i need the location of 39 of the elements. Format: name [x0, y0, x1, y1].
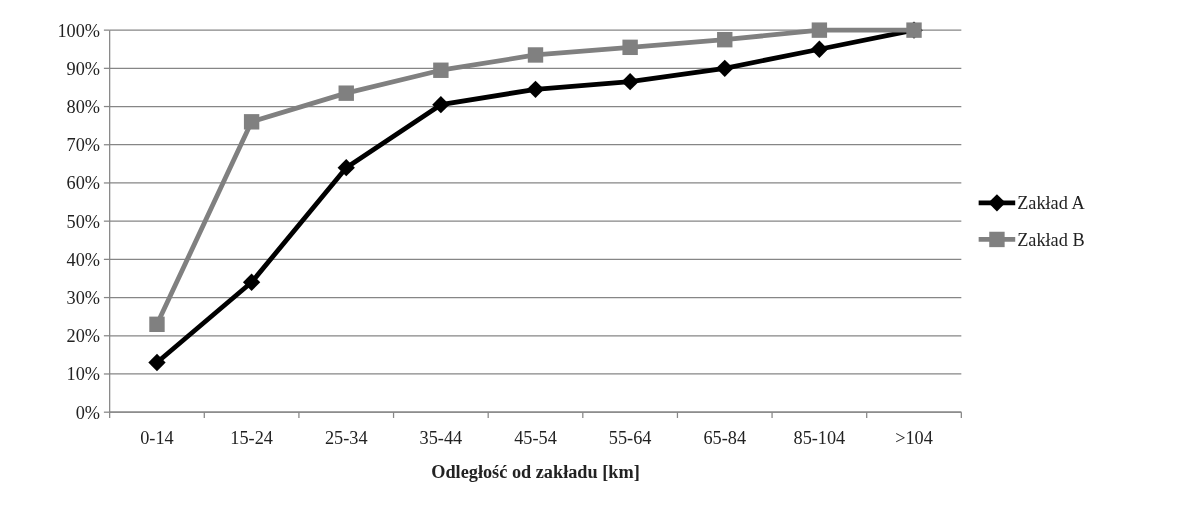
point — [337, 159, 355, 177]
point — [432, 95, 450, 114]
y-tick-label: 90% — [66, 58, 101, 79]
point — [338, 85, 354, 101]
legend-label: Zakład B — [1017, 229, 1085, 250]
point — [148, 353, 166, 372]
y-tick-label: 40% — [66, 249, 101, 270]
y-tick-label: 0% — [75, 402, 101, 423]
y-tick-label: 20% — [66, 326, 101, 347]
point — [811, 22, 828, 38]
point — [717, 31, 733, 48]
point — [243, 114, 260, 130]
point — [622, 39, 638, 56]
y-tick-label: 10% — [66, 364, 101, 385]
x-tick-label: 15-24 — [230, 427, 273, 448]
point — [810, 40, 829, 58]
point — [242, 273, 261, 291]
y-tick-label: 60% — [66, 173, 101, 194]
point — [716, 59, 734, 77]
y-tick-label: 80% — [66, 96, 101, 117]
y-tick-label: 30% — [66, 287, 101, 308]
x-tick-label: >104 — [895, 427, 933, 448]
point — [149, 316, 165, 333]
x-tick-label: 35-44 — [419, 427, 463, 448]
y-tick-label: 70% — [66, 135, 101, 156]
x-tick-label: 55-64 — [608, 427, 652, 448]
point — [526, 80, 545, 99]
point — [621, 73, 639, 91]
y-tick-label: 50% — [66, 211, 101, 232]
x-tick-label: 25-34 — [324, 427, 368, 448]
x-axis-title: Odległość od zakładu [km] — [431, 461, 640, 482]
x-tick-label: 85-104 — [793, 427, 846, 448]
x-tick-label: 65-84 — [703, 427, 747, 448]
point — [527, 47, 544, 63]
point — [433, 62, 449, 78]
x-tick-label: 0-14 — [140, 427, 174, 448]
x-tick-label: 45-54 — [514, 427, 557, 448]
y-tick-label: 100% — [57, 20, 101, 41]
legend-label: Zakład A — [1017, 193, 1086, 214]
